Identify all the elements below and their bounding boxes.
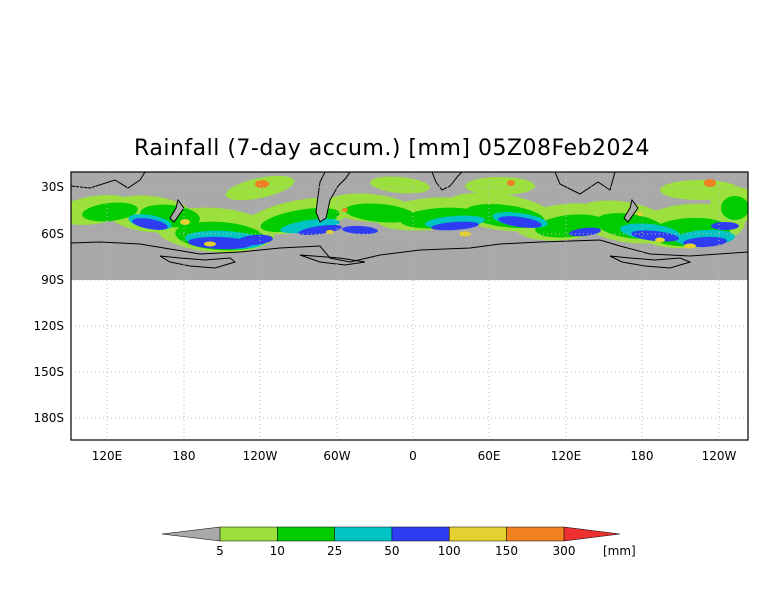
rain-area-very-heavy bbox=[342, 225, 378, 235]
rain-area-very-heavy bbox=[188, 236, 252, 250]
lat-label: 180S bbox=[33, 411, 64, 425]
legend-unit-label: [mm] bbox=[603, 544, 636, 558]
rain-area-very-heavy bbox=[237, 234, 273, 246]
legend-threshold-label: 50 bbox=[384, 544, 399, 558]
australia-outline bbox=[71, 172, 146, 189]
legend-threshold-label: 10 bbox=[270, 544, 285, 558]
legend-threshold-label: 5 bbox=[216, 544, 224, 558]
australia-outline bbox=[554, 172, 616, 195]
rain-area-very-heavy bbox=[498, 216, 542, 228]
lat-label: 150S bbox=[33, 365, 64, 379]
lon-label: 120E bbox=[551, 449, 582, 463]
graticule bbox=[71, 172, 748, 440]
legend-swatch-above bbox=[564, 527, 620, 541]
lon-label: 180 bbox=[173, 449, 196, 463]
rain-area-very-heavy bbox=[631, 230, 679, 242]
legend-threshold-label: 150 bbox=[495, 544, 518, 558]
africa-outline bbox=[431, 172, 463, 191]
ross-ice-shelf-outline bbox=[609, 255, 692, 269]
lon-label: 120E bbox=[92, 449, 123, 463]
lat-label: 30S bbox=[41, 180, 64, 194]
rain-area-intense bbox=[180, 219, 190, 225]
rain-area-intense bbox=[459, 231, 471, 237]
rain-area-very-heavy bbox=[298, 224, 342, 236]
color-legend: 5 10 25 50 100 150 300 [mm] bbox=[161, 526, 636, 558]
lon-label: 60W bbox=[323, 449, 350, 463]
legend-swatch bbox=[449, 527, 507, 541]
new-zealand-outline bbox=[623, 198, 639, 223]
latitude-labels: 30S 60S 90S 120S 150S 180S bbox=[33, 180, 64, 425]
legend-swatch bbox=[334, 527, 392, 541]
lon-label: 0 bbox=[409, 449, 417, 463]
legend-swatch bbox=[220, 527, 278, 541]
rain-area-heavy bbox=[280, 218, 340, 234]
legend-threshold-label: 300 bbox=[553, 544, 576, 558]
legend-swatch bbox=[506, 527, 564, 541]
lon-label: 60E bbox=[478, 449, 501, 463]
ross-ice-shelf-outline bbox=[159, 255, 237, 269]
legend-swatch-below bbox=[162, 527, 220, 541]
new-zealand-outline bbox=[169, 198, 185, 223]
rain-area-very-heavy bbox=[711, 222, 739, 230]
rain-area-extreme bbox=[255, 180, 269, 188]
lat-label: 120S bbox=[33, 319, 64, 333]
rain-area-very-heavy bbox=[431, 221, 479, 231]
rain-area-light bbox=[660, 180, 740, 200]
rain-area-intense bbox=[655, 237, 665, 243]
weddell-ice-shelf-outline bbox=[299, 254, 366, 266]
legend-swatch bbox=[277, 527, 335, 541]
rain-area-very-heavy bbox=[569, 227, 601, 237]
rain-area-extreme bbox=[507, 180, 515, 186]
lat-label: 60S bbox=[41, 227, 64, 241]
longitude-labels: 120E 180 120W 60W 0 60E 120E 180 120W bbox=[92, 449, 737, 463]
rain-area-intense bbox=[326, 230, 334, 234]
rain-area-moderate bbox=[721, 196, 748, 220]
legend-threshold-label: 25 bbox=[327, 544, 342, 558]
map-frame bbox=[70, 171, 749, 441]
antarctica-landmass bbox=[71, 240, 748, 280]
rain-area-very-heavy bbox=[132, 218, 168, 230]
rain-area-extreme bbox=[342, 208, 348, 212]
rain-area-intense bbox=[204, 241, 216, 247]
lon-label: 180 bbox=[631, 449, 654, 463]
rain-area-light bbox=[465, 177, 535, 195]
lon-label: 120W bbox=[702, 449, 737, 463]
legend-threshold-label: 100 bbox=[438, 544, 461, 558]
south-america-outline bbox=[315, 172, 351, 223]
lat-label: 90S bbox=[41, 273, 64, 287]
rain-area-extreme bbox=[704, 179, 716, 187]
rain-area-intense bbox=[684, 243, 696, 249]
lon-label: 120W bbox=[243, 449, 278, 463]
rainfall-data-band bbox=[71, 172, 748, 280]
rain-area-light bbox=[370, 176, 430, 194]
legend-swatch bbox=[391, 527, 450, 541]
map-title: Rainfall (7-day accum.) [mm] 05Z08Feb202… bbox=[134, 136, 650, 161]
antarctica-coastline bbox=[71, 239, 748, 263]
rain-area-moderate bbox=[345, 203, 415, 223]
rain-area-moderate bbox=[82, 202, 138, 222]
